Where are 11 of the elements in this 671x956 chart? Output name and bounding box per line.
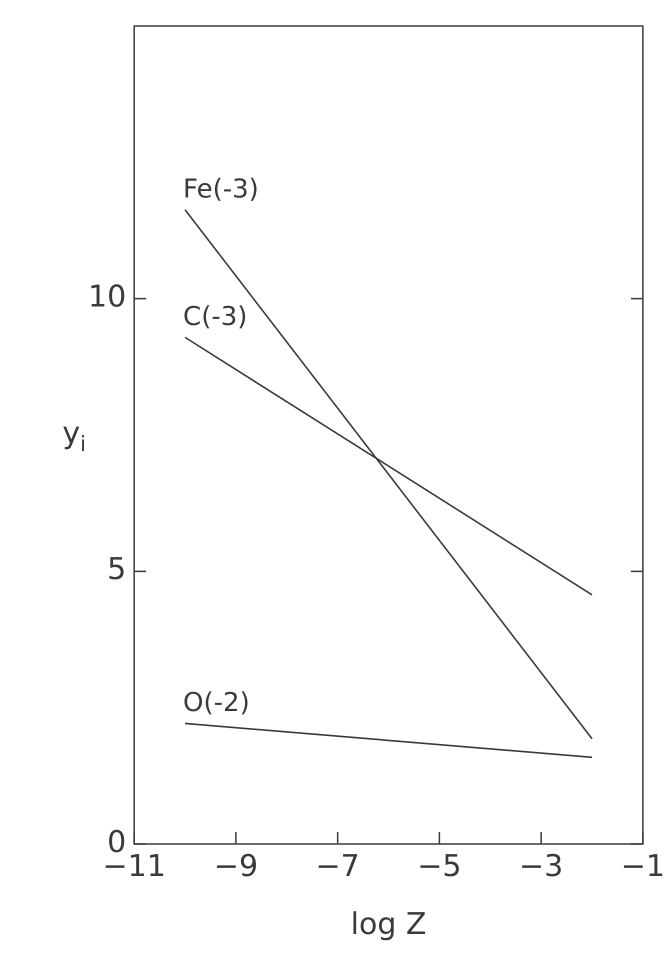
y-tick-label: 10 bbox=[88, 279, 126, 314]
x-tick-label: −7 bbox=[316, 848, 360, 884]
x-tick-label: −5 bbox=[417, 848, 462, 884]
x-tick-label: −1 bbox=[620, 848, 666, 884]
x-axis-title: log Z bbox=[350, 906, 426, 942]
series-label: Fe(-3) bbox=[183, 174, 259, 205]
series-label: O(-2) bbox=[183, 688, 250, 718]
y-tick-label: 5 bbox=[107, 552, 126, 588]
series-label: C(-3) bbox=[183, 302, 248, 332]
x-tick-label: −3 bbox=[519, 848, 564, 884]
x-tick-label: −9 bbox=[214, 848, 258, 884]
